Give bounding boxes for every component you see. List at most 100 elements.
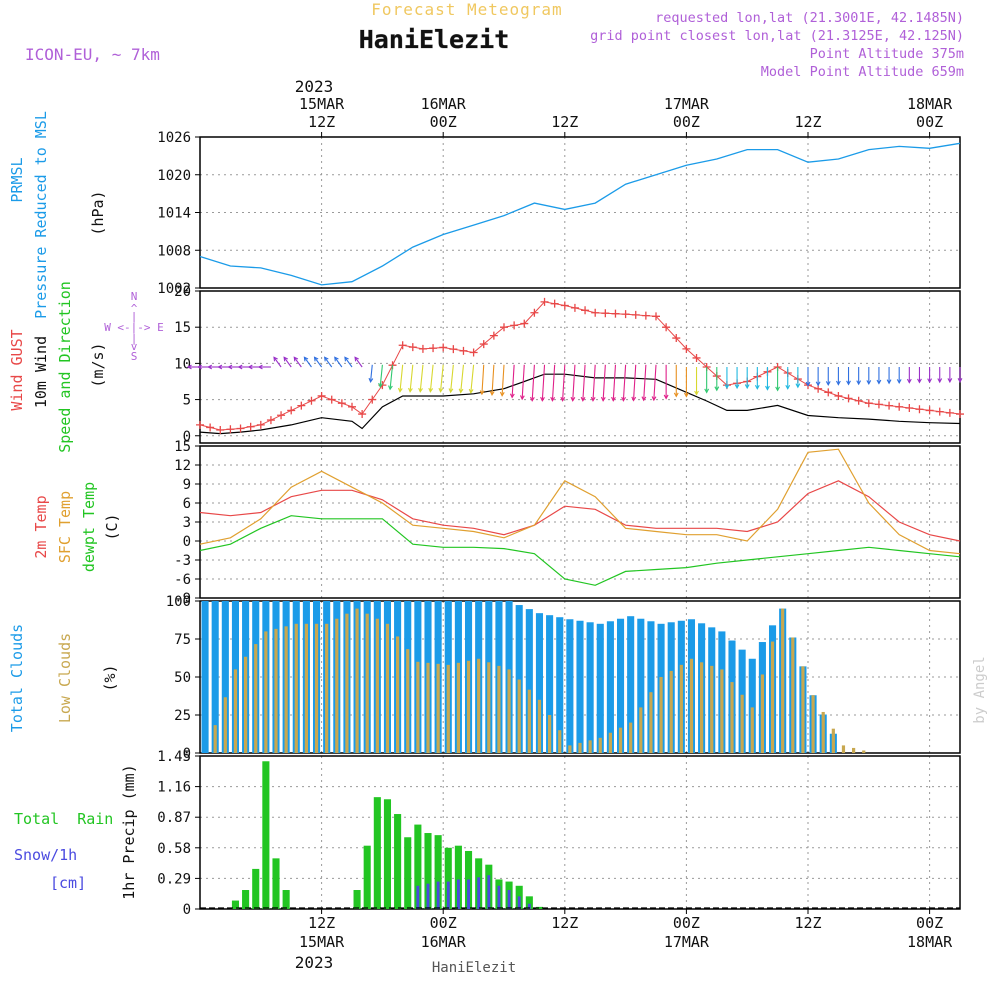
low-cloud-bar: [304, 623, 308, 753]
wind-arrow-head: [906, 378, 912, 384]
total-cloud-bar: [647, 621, 655, 753]
clouds-unit: (%): [101, 664, 119, 691]
snow-bar: [507, 890, 511, 909]
y-tick-label: 100: [166, 594, 191, 610]
x-tick-label-hour: 00Z: [916, 914, 943, 932]
sfc-temp-line: [199, 448, 961, 555]
rain-bar: [231, 900, 240, 909]
gust-marker: [864, 399, 873, 408]
low-cloud-bar: [659, 677, 663, 753]
wind-arrow-head: [468, 388, 474, 394]
total-cloud-bar: [627, 616, 635, 753]
wind-arrow-head: [313, 356, 319, 362]
gust-marker: [570, 303, 579, 312]
gust-marker: [500, 323, 508, 332]
y-tick-label: 25: [174, 708, 191, 724]
wind-direction-arrow: [481, 364, 485, 395]
low-cloud-bar: [487, 662, 491, 753]
wind-arrow-head: [408, 387, 413, 393]
gust-marker: [307, 396, 316, 405]
y-tick-label: 3: [183, 515, 191, 531]
x-tick-label-date: 18MAR: [907, 933, 953, 951]
low-cloud-bar: [365, 613, 369, 753]
y-tick-label: 0: [183, 534, 191, 550]
dewpt-line: [199, 515, 961, 586]
gust-marker: [874, 400, 883, 409]
y-tick-label: -6: [174, 572, 191, 588]
wind-direction-arrow: [643, 364, 647, 401]
y-tick-label: -9: [174, 591, 191, 607]
low-cloud-bar: [477, 658, 481, 753]
model-altitude: Model Point Altitude 659m: [761, 64, 964, 80]
wind-arrow-head: [560, 396, 566, 402]
y-tick-label: 50: [174, 670, 191, 686]
total-cloud-bar: [616, 618, 625, 753]
x-tick-label-hour: 12Z: [551, 914, 578, 932]
y-tick-label: 0: [183, 429, 191, 445]
wind-arrow-head: [186, 364, 192, 370]
gust-marker: [256, 420, 265, 429]
x-tick-label-hour: 12Z: [794, 914, 821, 932]
snow-bar: [497, 885, 501, 909]
panel-frame: [199, 290, 961, 444]
wind-direction-arrow: [334, 356, 343, 368]
wind-arrow-head: [734, 384, 740, 390]
wind-arrow-head: [673, 392, 679, 398]
y-tick-label: 0.29: [157, 871, 191, 887]
wind-arrow-head: [438, 387, 444, 393]
gust-marker: [520, 319, 529, 328]
gust-marker: [621, 310, 630, 319]
wind-arrow-head: [378, 382, 383, 388]
y-tick-label: 1002: [157, 281, 191, 297]
wind-arrow-head: [744, 384, 750, 390]
wind-direction-arrow: [562, 364, 566, 401]
wind-arrow-head: [458, 388, 464, 394]
rain-bar: [262, 761, 270, 909]
wind-direction-arrow: [389, 364, 394, 390]
gust-marker: [510, 321, 519, 330]
wind-direction-arrow: [439, 364, 444, 392]
temp-unit: (C): [103, 513, 121, 540]
gust-marker: [935, 407, 944, 416]
wind-arrow-head: [611, 396, 616, 402]
gust-marker: [905, 404, 914, 413]
wind-direction-arrow: [551, 364, 556, 401]
compass-up-bar: |: [131, 310, 138, 323]
wind-arrow-head: [621, 396, 626, 402]
rain-bar: [424, 833, 432, 909]
wind-arrow-head: [651, 396, 657, 402]
total-cloud-bar: [546, 615, 554, 753]
low-cloud-bar: [213, 725, 217, 753]
low-cloud-bar: [223, 697, 227, 753]
rain-bar: [394, 814, 402, 909]
rain-bar: [242, 890, 250, 909]
x-tick-label-hour: 12Z: [308, 914, 335, 932]
low-cloud-bar: [598, 737, 602, 753]
wind-arrow-head: [227, 364, 233, 370]
x-tick-label-hour: 12Z: [308, 113, 335, 131]
rain-bar: [373, 797, 381, 909]
snow-bar: [487, 875, 491, 909]
low-cloud-bar: [811, 695, 815, 753]
low-cloud-bar: [497, 665, 501, 753]
gust-marker: [530, 308, 539, 317]
low-cloud-bar: [801, 666, 805, 753]
gust-marker: [956, 410, 964, 419]
rain-bar: [454, 845, 462, 909]
gust-marker: [692, 353, 701, 362]
footer-location: HaniElezit: [432, 960, 516, 976]
gust-marker: [611, 309, 620, 318]
sfc-temp-label: SFC Temp: [56, 491, 74, 563]
total-cloud-bar: [637, 618, 645, 753]
y-tick-label: 1008: [157, 243, 191, 259]
low-cloud-bar: [406, 649, 410, 753]
total-clouds-label: Total Clouds: [8, 624, 26, 732]
low-cloud-bar: [466, 660, 471, 753]
year-bottom: 2023: [295, 953, 334, 972]
wind-direction-arrow: [379, 364, 383, 387]
total-cloud-bar: [596, 623, 604, 753]
low-cloud-bar: [841, 745, 846, 753]
model-label: ICON-EU, ~ 7km: [25, 45, 160, 64]
gust-marker: [591, 308, 600, 317]
y-tick-label: 10: [174, 356, 191, 372]
